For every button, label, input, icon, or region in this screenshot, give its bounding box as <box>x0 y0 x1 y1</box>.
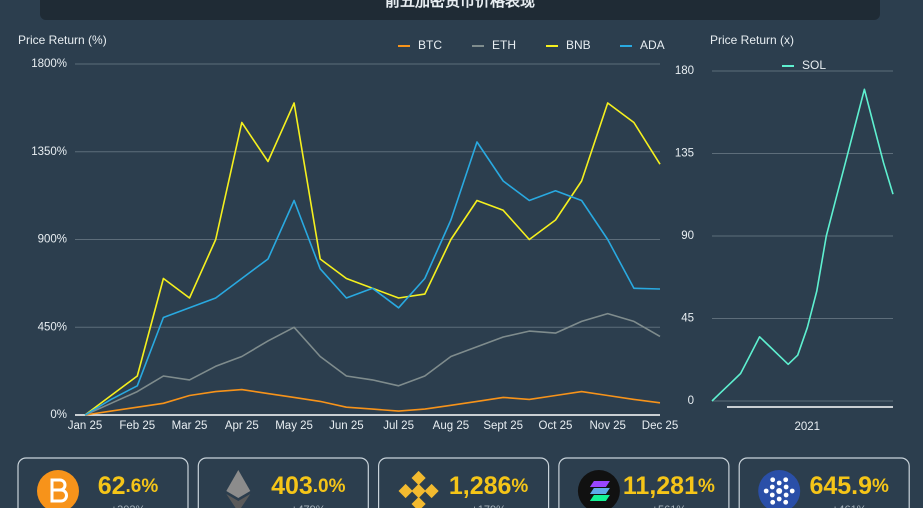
icon-ada-dot <box>769 492 775 498</box>
card-value: 1,286% <box>449 472 529 500</box>
icon-ada-dot <box>783 499 789 505</box>
icon-bnb <box>424 483 439 499</box>
y-tick-label: 45 <box>681 313 694 325</box>
icon-ada-dot <box>776 480 782 486</box>
y-tick-label: 900% <box>38 234 67 246</box>
y-axis-title: Price Return (x) <box>710 33 794 47</box>
x-tick-label: Feb 25 <box>119 420 155 432</box>
card-sub: +302% <box>111 504 146 508</box>
legend-label: BTC <box>418 38 442 52</box>
legend-label: SOL <box>802 58 826 72</box>
series-line <box>84 388 661 416</box>
icon-btc-b <box>50 478 68 503</box>
icon-eth <box>226 470 251 498</box>
legend-label: BNB <box>566 38 591 52</box>
legend-label: ETH <box>492 38 516 52</box>
series-line <box>84 312 661 416</box>
card-value: 645.9% <box>809 472 889 500</box>
header-bar <box>40 0 880 20</box>
icon-bnb <box>411 483 426 499</box>
y-tick-label: 0 <box>688 395 694 407</box>
y-axis-title: Price Return (%) <box>18 33 107 47</box>
card-value-rest: % <box>511 476 528 497</box>
y-tick-label: 1350% <box>31 146 67 158</box>
card-value: 11,281% <box>623 472 715 500</box>
card-value-rest: % <box>698 476 715 497</box>
icon-ada-dot <box>770 477 776 483</box>
card-value: 403.0% <box>271 472 346 500</box>
x-tick-label: Jan 25 <box>68 420 103 432</box>
x-tick-label: 2021 <box>794 421 820 433</box>
x-tick-label: Mar 25 <box>172 420 208 432</box>
card-value-main: 62 <box>98 472 126 500</box>
card-value-rest: .6% <box>126 476 159 497</box>
icon-sol-bar <box>589 488 610 494</box>
series-line <box>711 88 894 402</box>
card-value: 62.6% <box>98 472 159 500</box>
icon-sol-bar <box>589 481 610 487</box>
card-sub: +179% <box>471 504 506 508</box>
x-tick-label: Jul 25 <box>383 420 414 432</box>
icon-ada-dot <box>783 492 789 498</box>
icon-bnb <box>411 470 426 486</box>
icon-ada-dot <box>783 484 789 490</box>
card-value-main: 403 <box>271 472 313 500</box>
icon-ada-dot <box>776 488 783 494</box>
card-value-rest: .0% <box>313 476 346 497</box>
x-tick-label: May 25 <box>275 420 313 432</box>
series-line <box>84 141 661 416</box>
x-tick-label: Apr 25 <box>225 420 259 432</box>
cards: 62.6% +302% 403.0% +479% 1,286% +179% 11,281% +… <box>17 457 910 508</box>
x-tick-label: Sept 25 <box>483 420 523 432</box>
card-sub: +479% <box>291 504 326 508</box>
card-sub: +461% <box>832 504 867 508</box>
icon-sol-bar <box>589 495 610 501</box>
card-value-main: 11,281 <box>623 472 698 500</box>
icon-ada-dot <box>769 484 775 490</box>
icon-bnb <box>398 483 413 499</box>
x-tick-label: Dec 25 <box>642 420 678 432</box>
icon-eth <box>226 494 251 508</box>
x-tick-label: Nov 25 <box>590 420 626 432</box>
card-value-main: 645.9 <box>809 472 872 500</box>
y-tick-label: 1800% <box>31 58 67 70</box>
icon-ada-dot <box>789 488 795 494</box>
icon-ada-dot <box>776 496 782 502</box>
y-tick-label: 90 <box>681 230 694 242</box>
legend-label: ADA <box>640 38 665 52</box>
x-tick-label: Jun 25 <box>329 420 364 432</box>
y-tick-label: 135 <box>675 148 694 160</box>
x-tick-label: Aug 25 <box>433 420 469 432</box>
icon-ada-dot <box>770 499 776 505</box>
x-tick-label: Oct 25 <box>539 420 573 432</box>
y-tick-label: 0% <box>50 409 67 421</box>
card-sub: +561% <box>652 504 687 508</box>
header-title: 前五加密货币价格表现 <box>385 0 535 10</box>
y-tick-label: 450% <box>38 321 67 333</box>
icon-ada-dot <box>763 488 769 494</box>
y-tick-label: 180 <box>675 65 694 77</box>
icon-ada-dot <box>783 477 789 483</box>
card-value-rest: % <box>872 476 889 497</box>
card-value-main: 1,286 <box>449 472 512 500</box>
